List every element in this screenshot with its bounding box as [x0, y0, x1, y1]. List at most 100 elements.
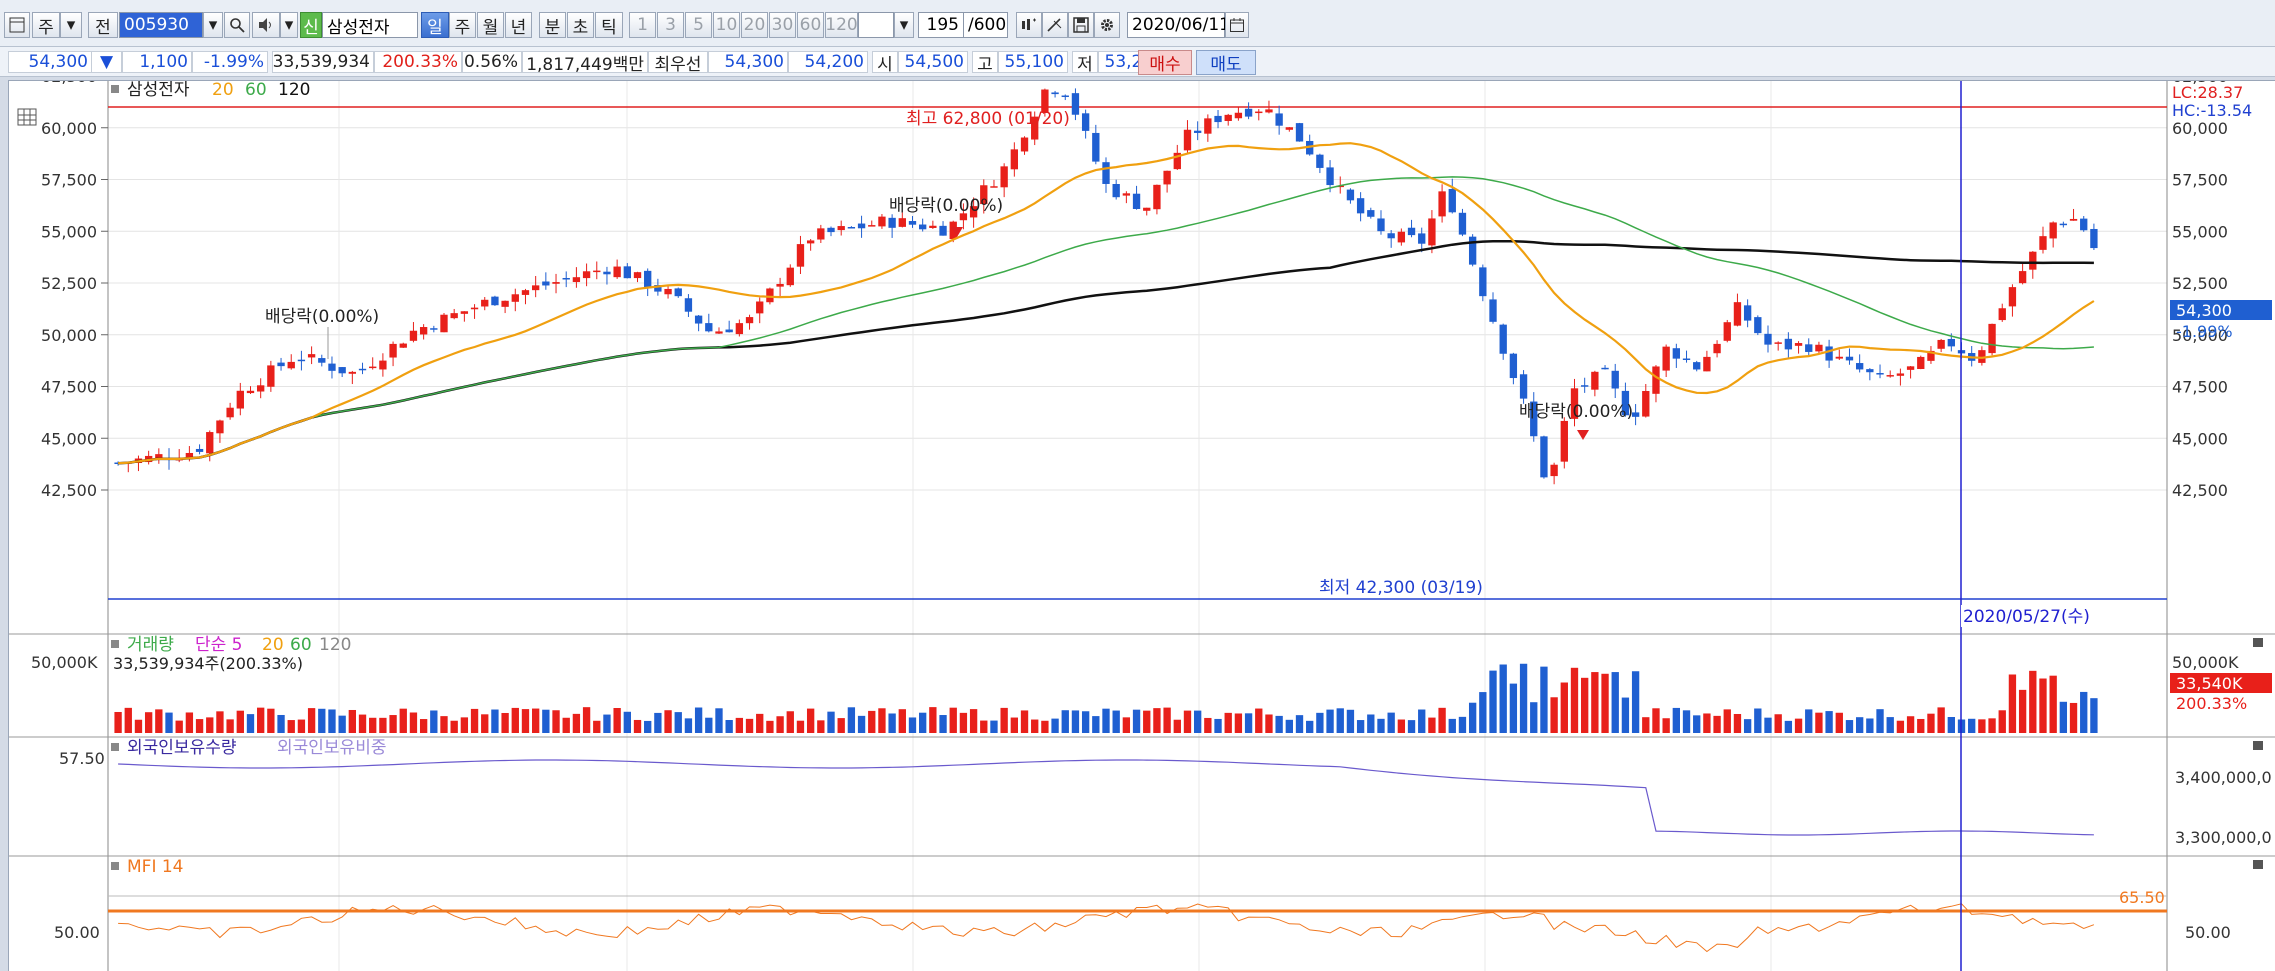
timeframe-second-tab[interactable]: 초	[567, 12, 594, 38]
volume-bar	[1122, 717, 1131, 733]
candle-body	[552, 282, 560, 284]
interval-button[interactable]: 60	[797, 12, 824, 38]
volume-bar	[1591, 672, 1599, 733]
candle-body	[2029, 251, 2037, 270]
date-input[interactable]: 2020/06/11	[1127, 12, 1230, 38]
calendar-icon[interactable]	[1225, 12, 1249, 38]
volume-bar	[562, 717, 570, 733]
period-dropdown-icon[interactable]: ▾	[60, 12, 82, 38]
candle-body	[1387, 233, 1395, 239]
period-select-button[interactable]: 주	[32, 12, 60, 38]
panel-handle-icon[interactable]	[111, 640, 119, 648]
candle-body	[684, 298, 693, 312]
ma20-line	[118, 142, 2095, 465]
save-icon[interactable]	[1068, 12, 1094, 38]
volume-bar	[216, 711, 224, 733]
candle-body	[1621, 390, 1630, 416]
candle-body	[593, 270, 601, 273]
indicator-add-icon[interactable]	[1016, 12, 1042, 38]
volume-bar	[1448, 718, 1456, 733]
y-tick-label-right: 60,000	[2172, 119, 2228, 138]
volume-bar	[1031, 719, 1039, 733]
speaker-icon[interactable]	[252, 12, 280, 38]
candle-body	[1214, 115, 1222, 123]
candle-body	[1662, 346, 1670, 371]
candle-body	[1794, 343, 1803, 346]
candle-body	[1163, 170, 1171, 185]
candle-body	[868, 225, 876, 227]
price-change-pct: -1.99%	[192, 51, 268, 73]
timeframe-minute-tab[interactable]: 분	[539, 12, 566, 38]
panel-maximize-icon[interactable]	[2253, 741, 2263, 750]
panel-handle-icon[interactable]	[111, 862, 119, 870]
candle-body	[206, 432, 214, 454]
code-dropdown-icon[interactable]: ▾	[203, 12, 223, 38]
volume-bar	[603, 714, 611, 733]
search-icon[interactable]	[224, 12, 250, 38]
volume-bar	[185, 712, 194, 733]
panel-maximize-icon[interactable]	[2253, 860, 2263, 869]
volume-bar	[654, 712, 662, 733]
volume-bar	[2069, 702, 2078, 733]
interval-button[interactable]: 3	[657, 12, 684, 38]
window-menu-icon[interactable]	[4, 12, 30, 38]
chart-area[interactable]: 삼성전자 20 60 120 62,50062,50060,00060,0005…	[8, 67, 2275, 971]
y-tick-label: 55,000	[41, 222, 97, 241]
panel-handle-icon[interactable]	[111, 743, 119, 751]
sell-button[interactable]: 매도	[1196, 50, 1256, 75]
candle-body	[1071, 93, 1080, 115]
candle-body	[1855, 363, 1864, 370]
volume-bar	[379, 717, 387, 733]
candle-body	[348, 371, 357, 374]
volume-bar	[511, 707, 519, 733]
timeframe-tick-tab[interactable]: 틱	[595, 12, 623, 38]
interval-custom-input[interactable]	[858, 12, 894, 38]
interval-button[interactable]: 120	[825, 12, 858, 38]
candle-body	[633, 272, 642, 279]
interval-button[interactable]: 10	[713, 12, 740, 38]
candle-body	[1703, 356, 1711, 372]
gear-icon[interactable]	[1094, 12, 1120, 38]
volume-bar	[2059, 701, 2068, 733]
interval-button[interactable]: 5	[685, 12, 712, 38]
panel-handle-icon[interactable]	[111, 85, 119, 93]
interval-dropdown-icon[interactable]: ▾	[894, 12, 914, 38]
timeframe-day-tab[interactable]: 일	[421, 12, 449, 38]
volume-bar	[735, 717, 744, 733]
stock-code-input[interactable]: 005930	[119, 12, 203, 38]
legend-vol-ma120: 120	[319, 635, 351, 655]
timeframe-week-tab[interactable]: 주	[449, 12, 476, 38]
candle-body	[1581, 385, 1589, 387]
candle-body	[257, 385, 265, 392]
interval-button[interactable]: 30	[769, 12, 796, 38]
volume-bar	[501, 712, 509, 733]
grid-toggle-icon[interactable]	[17, 108, 37, 126]
volume-bar	[1275, 715, 1283, 733]
interval-button[interactable]: 20	[741, 12, 768, 38]
candle-body	[756, 301, 764, 314]
prev-button[interactable]: 전	[88, 12, 118, 38]
bar-count-input[interactable]: 195	[918, 12, 964, 38]
draw-tool-icon[interactable]	[1042, 12, 1068, 38]
low-label: 저	[1072, 51, 1098, 75]
candle-body	[2090, 228, 2098, 249]
volume-bar	[2090, 698, 2098, 733]
speaker-dropdown-icon[interactable]: ▾	[280, 12, 298, 38]
candle-body	[226, 407, 234, 418]
interval-button[interactable]: 1	[629, 12, 656, 38]
volume-bar	[898, 709, 906, 733]
volume-bar	[1102, 708, 1110, 733]
volume-bar	[1092, 716, 1100, 733]
volume-bar	[1723, 709, 1731, 733]
chart-svg[interactable]: 삼성전자 20 60 120 62,50062,50060,00060,0005…	[9, 67, 2275, 971]
panel-maximize-icon[interactable]	[2253, 638, 2263, 647]
buy-button[interactable]: 매수	[1138, 50, 1192, 75]
candle-body	[1122, 193, 1131, 196]
candle-body	[450, 313, 458, 319]
volume-bar	[1132, 709, 1141, 733]
timeframe-month-tab[interactable]: 월	[477, 12, 504, 38]
timeframe-year-tab[interactable]: 년	[505, 12, 532, 38]
volume-bar	[419, 719, 428, 733]
volume-bar	[1143, 710, 1151, 733]
candle-body	[1326, 167, 1334, 186]
